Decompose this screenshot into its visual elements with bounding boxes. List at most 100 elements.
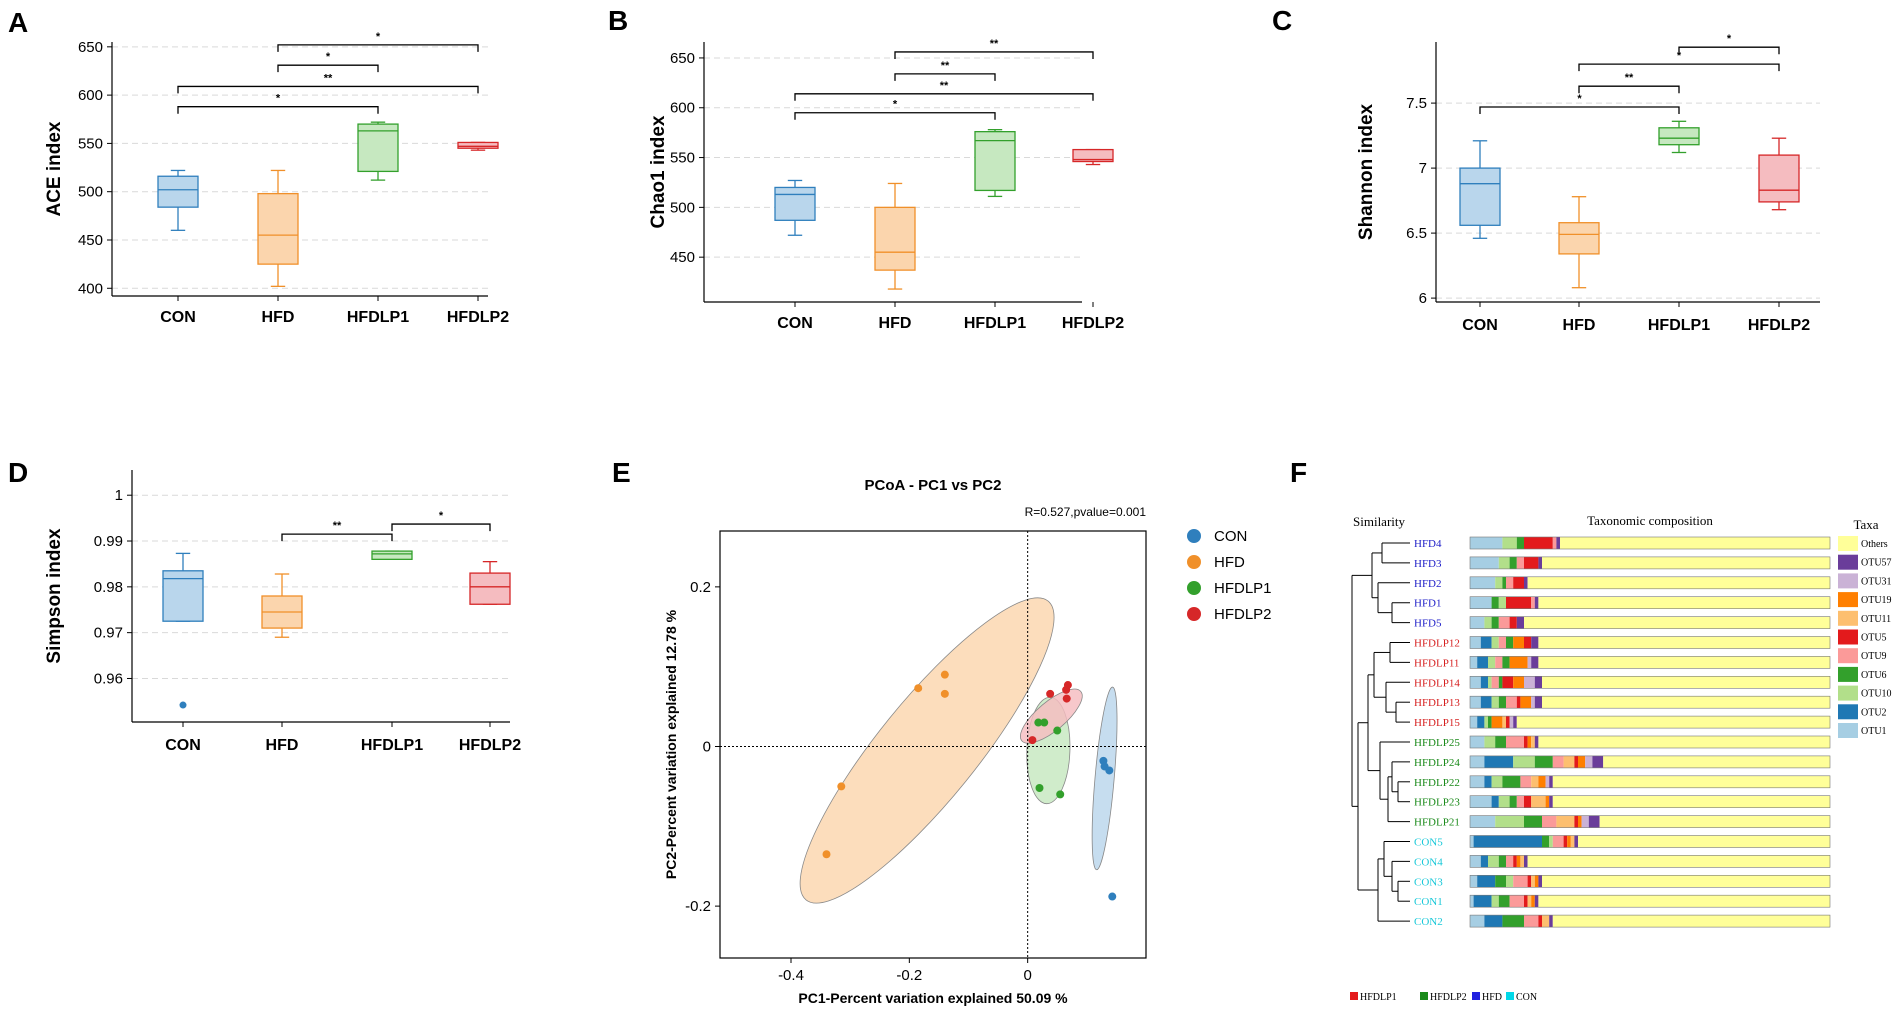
bar-outline xyxy=(1469,874,1831,888)
significance-bracket xyxy=(277,44,479,52)
significance-bracket xyxy=(1578,85,1680,94)
box-iqr xyxy=(1072,148,1114,163)
bar-segment-otu57 xyxy=(1531,636,1539,649)
bar-segment-otu11 xyxy=(1542,915,1550,928)
bar-segment-otu5 xyxy=(1524,556,1539,569)
bar-segment-otu10 xyxy=(1506,875,1514,888)
taxa-legend-label-otu11: OTU11 xyxy=(1861,614,1891,625)
bar-outline xyxy=(1469,636,1831,649)
bar-segment-otu19 xyxy=(1531,895,1535,908)
bar-segment-otu9 xyxy=(1509,895,1524,908)
sample-row-hfdlp14: HFDLP14 xyxy=(1414,675,1831,689)
box-hfdlp2 xyxy=(1072,148,1114,166)
bar-segment-otu19 xyxy=(1567,835,1571,848)
taxa-legend-label-otu2: OTU2 xyxy=(1861,707,1887,718)
box-hfd xyxy=(874,182,916,290)
bar-segment-otu5 xyxy=(1527,875,1532,888)
legend-label-hfdlp2: HFDLP2 xyxy=(1214,606,1272,623)
bar-segment-otu11 xyxy=(1531,875,1535,888)
legend-marker-hfdlp2 xyxy=(1187,607,1201,621)
box-iqr xyxy=(1558,222,1600,255)
bar-segment-otu1 xyxy=(1470,696,1481,709)
bar-segment-otu1 xyxy=(1470,775,1485,788)
bar-segment-otu5 xyxy=(1513,576,1524,589)
bar-segment-otu5 xyxy=(1513,855,1517,868)
x-category-label: HFDLP1 xyxy=(361,737,423,754)
bar-segment-otu6 xyxy=(1509,556,1517,569)
bar-segment-otu6 xyxy=(1502,775,1521,788)
bar-outline xyxy=(1469,675,1831,689)
bar-segment-otu57 xyxy=(1513,716,1517,729)
bar-segment-otu6 xyxy=(1534,755,1553,768)
bar-segment-otu6 xyxy=(1498,895,1510,908)
bar-segment-otu6 xyxy=(1488,716,1492,729)
bar-segment-otu31 xyxy=(1581,815,1589,828)
legend-label-hfdlp1: HFDLP1 xyxy=(1214,580,1272,597)
bar-segment-otu9 xyxy=(1524,915,1539,928)
x-category-label: HFDLP1 xyxy=(347,309,409,326)
bar-segment-otu5 xyxy=(1524,537,1553,549)
bar-segment-others xyxy=(1538,736,1830,748)
bar-segment-otu5 xyxy=(1563,835,1568,848)
bar-segment-otu10 xyxy=(1488,656,1496,669)
significance-label: * xyxy=(1727,33,1732,45)
bar-segment-otu31 xyxy=(1531,696,1535,709)
box-iqr xyxy=(257,192,299,265)
bar-segment-otu5 xyxy=(1524,736,1528,748)
bar-outline xyxy=(1469,695,1831,709)
bar-segment-otu10 xyxy=(1491,696,1499,709)
box-con xyxy=(157,169,199,231)
bar-segment-otu57 xyxy=(1549,915,1553,928)
sample-row-hfd2: HFD2 xyxy=(1414,576,1831,590)
bar-segment-otu10 xyxy=(1491,895,1499,908)
bar-segment-otu6 xyxy=(1498,855,1506,868)
bar-segment-otu5 xyxy=(1538,915,1542,928)
y-tick-label: 450 xyxy=(78,232,103,249)
bar-segment-otu19 xyxy=(1491,716,1503,729)
bar-segment-otu2 xyxy=(1480,676,1488,689)
sample-row-hfdlp15: HFDLP15 xyxy=(1414,715,1831,729)
bar-segment-otu10 xyxy=(1513,755,1535,768)
bar-outline xyxy=(1469,576,1831,590)
bar-segment-others xyxy=(1542,556,1830,569)
sample-label: CON3 xyxy=(1414,876,1443,888)
bar-segment-otu1 xyxy=(1470,795,1492,808)
y-tick-label: 0.96 xyxy=(94,670,123,687)
bar-segment-others xyxy=(1560,537,1830,549)
box-hfdlp1 xyxy=(974,129,1016,198)
sample-label: CON5 xyxy=(1414,837,1443,849)
bar-segment-otu6 xyxy=(1502,915,1524,928)
box-iqr xyxy=(457,141,499,149)
bar-segment-others xyxy=(1542,696,1830,709)
bar-segment-otu19 xyxy=(1527,736,1532,748)
legend-marker-hfd xyxy=(1187,555,1201,569)
point-con xyxy=(1108,892,1117,901)
bar-outline xyxy=(1469,556,1831,570)
significance-label: ** xyxy=(990,38,999,50)
bar-segment-others xyxy=(1538,596,1830,609)
y-axis-title: PC2-Percent variation explained 12.78 % xyxy=(663,609,679,879)
bar-segment-otu1 xyxy=(1470,895,1474,908)
y-tick-label: 450 xyxy=(670,249,695,266)
bar-segment-otu9 xyxy=(1491,676,1499,689)
bar-segment-others xyxy=(1578,835,1830,848)
significance-label: * xyxy=(1677,50,1682,62)
bar-segment-otu1 xyxy=(1470,875,1478,888)
box-iqr xyxy=(357,123,399,173)
bar-segment-otu10 xyxy=(1495,576,1503,589)
bar-segment-otu11 xyxy=(1502,716,1506,729)
bar-segment-otu10 xyxy=(1495,815,1524,828)
bar-segment-others xyxy=(1527,576,1830,589)
bar-segment-otu10 xyxy=(1491,636,1499,649)
significance-bracket xyxy=(391,523,491,532)
taxa-legend-swatch-otu57 xyxy=(1838,554,1858,570)
bar-segment-otu1 xyxy=(1470,656,1478,669)
bar-segment-otu10 xyxy=(1484,616,1492,629)
sample-row-hfdlp11: HFDLP11 xyxy=(1414,656,1831,669)
x-category-label: CON xyxy=(165,737,201,754)
sample-label: HFD3 xyxy=(1414,558,1442,570)
y-tick-label: 0.98 xyxy=(94,579,123,596)
bar-segment-otu19 xyxy=(1513,636,1524,649)
bar-segment-otu2 xyxy=(1477,716,1485,729)
significance-label: * xyxy=(326,51,331,63)
